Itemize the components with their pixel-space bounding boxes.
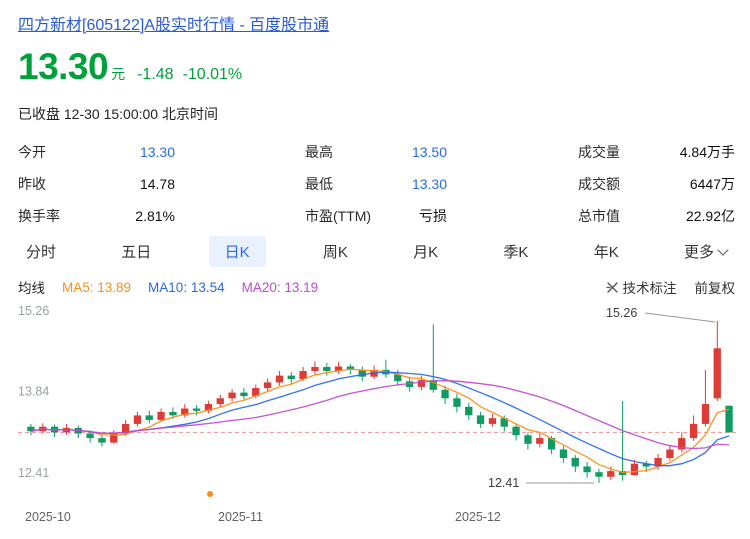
stock-title-link[interactable]: 四方新材[605122]A股实时行情 - 百度股市通 [18,17,330,34]
stats-column-3: 成交量 4.84万手 成交额 6447万 总市值 22.92亿 [578,136,735,232]
tab-quarterly-k[interactable]: 季K [503,244,529,261]
chevron-down-icon [717,244,729,256]
svg-text:2025-12: 2025-12 [455,510,501,524]
svg-text:12.41: 12.41 [18,466,49,480]
price-unit: 元 [111,66,126,82]
tab-yearly-k[interactable]: 年K [593,244,619,261]
stat-low-label: 最低 [305,176,333,192]
stat-turnover-rate-value: 2.81% [135,208,175,224]
stat-low: 最低 13.30 [305,168,447,200]
stat-high-value: 13.50 [411,144,447,160]
tab-more[interactable]: 更多 [676,236,735,267]
market-status: 已收盘 12-30 15:00:00 北京时间 [18,106,218,122]
stat-turnover-rate-label: 换手率 [18,208,60,224]
technical-annotation-icon [605,281,618,293]
tab-five-day[interactable]: 五日 [121,244,152,261]
tab-more-label: 更多 [683,244,714,261]
svg-text:15.26: 15.26 [18,304,49,318]
stat-volume-value: 4.84万手 [679,144,735,160]
stat-amount: 成交额 6447万 [578,168,735,200]
svg-text:2025-11: 2025-11 [218,510,263,524]
svg-text:2025-10: 2025-10 [25,510,71,524]
stat-open-value: 13.30 [139,144,175,160]
candlesticks [27,321,733,483]
stat-pe-ttm-label: 市盈(TTM) [305,208,372,224]
stat-market-cap-value: 22.92亿 [685,208,735,224]
technical-annotation-button[interactable]: 技术标注 [605,277,677,297]
kline-period-tabs: 分时 五日 日K 周K 月K 季K 年K 更多 [18,236,735,267]
tab-minute[interactable]: 分时 [26,244,57,261]
chart-tools: 技术标注 前复权 [605,277,736,297]
x-axis-labels: 2025-10 2025-11 2025-12 [25,510,501,524]
tab-weekly-k[interactable]: 周K [322,244,348,261]
stats-column-2: 最高 13.50 最低 13.30 市盈(TTM) 亏损 [305,136,447,232]
y-axis-labels: 15.26 13.84 12.41 [18,304,49,480]
stat-turnover-rate: 换手率 2.81% [18,200,175,232]
stat-market-cap: 总市值 22.92亿 [578,200,735,232]
stat-open: 今开 13.30 [18,136,175,168]
price-change: -1.48 [137,66,174,83]
svg-text:13.84: 13.84 [18,385,49,399]
stat-amount-label: 成交额 [578,176,620,192]
stat-open-label: 今开 [18,144,46,160]
stat-high: 最高 13.50 [305,136,447,168]
tab-monthly-k[interactable]: 月K [413,244,439,261]
stat-prev-close-value: 14.78 [139,176,175,192]
ma-prefix-label: 均线 [18,281,45,296]
stat-pe-ttm: 市盈(TTM) 亏损 [305,200,447,232]
low-annotation-label: 12.41 [488,476,519,490]
stat-prev-close: 昨收 14.78 [18,168,175,200]
stat-volume-label: 成交量 [578,144,620,160]
stat-prev-close-label: 昨收 [18,176,46,192]
stat-volume: 成交量 4.84万手 [578,136,735,168]
ma5-value: MA5: 13.89 [62,279,132,295]
chart-annotations: 15.26 12.41 [488,306,716,490]
orange-dot-marker [207,491,213,497]
moving-average-lines [30,368,730,473]
kline-chart[interactable]: 15.26 13.84 12.41 2025-10 2025-11 2025-12 15.2… [0,296,750,539]
high-annotation-label: 15.26 [606,306,637,320]
tab-daily-k[interactable]: 日K [208,236,266,267]
ma-legend: 均线 MA5: 13.89 MA10: 13.54 MA20: 13.19 [18,277,318,297]
stat-pe-ttm-value: 亏损 [419,208,447,224]
quote-price-row: 13.30 元 -1.48 -10.01% [18,46,242,88]
stat-high-label: 最高 [305,144,333,160]
price-change-percent: -10.01% [182,66,243,83]
current-price: 13.30 [18,46,109,87]
ma20-value: MA20: 13.19 [241,279,319,295]
stats-column-1: 今开 13.30 昨收 14.78 换手率 2.81% [18,136,175,232]
stat-market-cap-label: 总市值 [578,208,620,224]
ma10-value: MA10: 13.54 [148,279,225,295]
forward-adjust-button[interactable]: 前复权 [694,281,736,296]
stat-low-value: 13.30 [411,176,447,192]
stat-amount-value: 6447万 [689,176,735,192]
technical-annotation-label: 技术标注 [622,281,677,296]
